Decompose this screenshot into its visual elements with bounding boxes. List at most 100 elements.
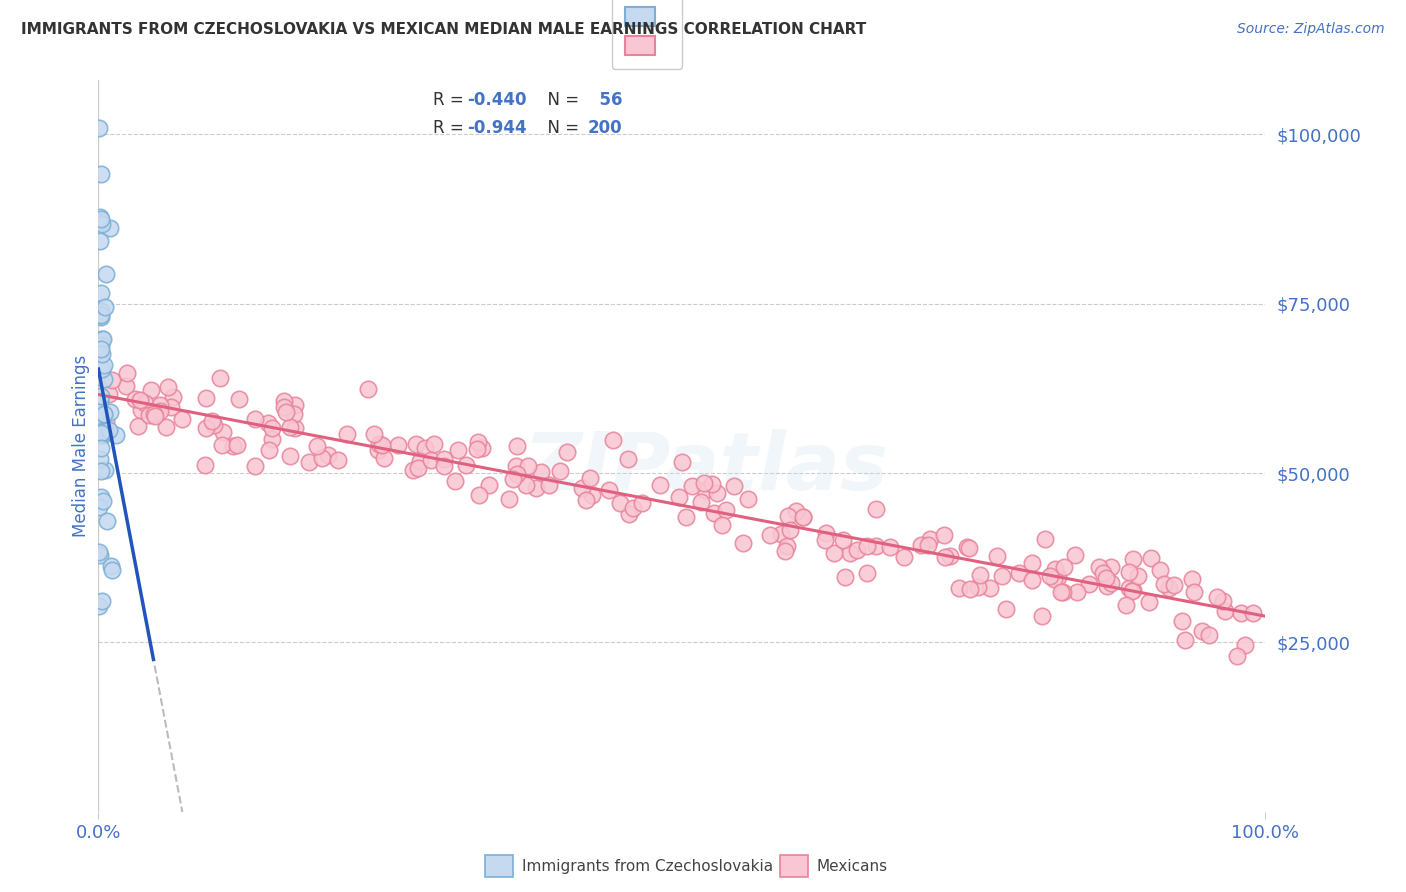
- Point: [1095, 571, 1118, 585]
- Point: [195, 421, 218, 435]
- Point: [571, 481, 593, 495]
- Point: [1118, 581, 1140, 595]
- Point: [90, 593, 112, 607]
- Point: [420, 453, 443, 467]
- Point: [1163, 578, 1185, 592]
- Point: [105, 428, 128, 442]
- Point: [90, 217, 112, 231]
- Point: [557, 445, 579, 459]
- Point: [115, 378, 138, 392]
- Point: [201, 414, 224, 428]
- Point: [98, 387, 121, 401]
- Point: [87, 545, 110, 559]
- Point: [1066, 584, 1088, 599]
- Point: [222, 439, 245, 453]
- Point: [202, 417, 225, 432]
- Point: [94, 463, 117, 477]
- Point: [498, 491, 520, 506]
- Point: [90, 167, 112, 181]
- Point: [89, 210, 111, 224]
- Point: [87, 348, 110, 362]
- Point: [90, 310, 112, 325]
- Point: [101, 563, 124, 577]
- Point: [1206, 590, 1229, 604]
- Point: [89, 452, 111, 467]
- Point: [87, 500, 110, 515]
- Point: [700, 476, 723, 491]
- Point: [89, 308, 111, 322]
- Point: [575, 493, 598, 508]
- Point: [124, 392, 146, 406]
- Point: [723, 479, 745, 493]
- Point: [1008, 566, 1031, 580]
- Point: [89, 395, 111, 409]
- Point: [1121, 583, 1143, 598]
- Point: [703, 506, 725, 520]
- Point: [141, 383, 163, 397]
- Point: [284, 421, 307, 435]
- Point: [89, 121, 111, 136]
- Point: [245, 412, 267, 426]
- Point: [792, 510, 814, 524]
- Point: [326, 453, 349, 467]
- Point: [1212, 594, 1234, 608]
- Text: ZIPatlas: ZIPatlas: [523, 429, 887, 507]
- Point: [956, 540, 979, 554]
- Point: [1099, 575, 1122, 590]
- Point: [90, 490, 112, 504]
- Point: [89, 426, 111, 441]
- Point: [134, 395, 156, 409]
- Point: [839, 546, 862, 560]
- Point: [273, 394, 295, 409]
- Point: [1088, 559, 1111, 574]
- Point: [1099, 560, 1122, 574]
- Point: [90, 342, 112, 356]
- Point: [94, 267, 117, 281]
- Point: [228, 392, 250, 407]
- Point: [814, 533, 837, 548]
- Point: [87, 599, 110, 613]
- Point: [939, 549, 962, 564]
- Point: [142, 407, 165, 421]
- Point: [1226, 648, 1249, 663]
- Point: [94, 425, 117, 439]
- Point: [194, 391, 217, 405]
- Point: [209, 370, 232, 384]
- Point: [1091, 566, 1114, 581]
- Point: [298, 455, 321, 469]
- Point: [776, 508, 799, 523]
- Point: [856, 566, 879, 580]
- Point: [650, 477, 672, 491]
- Point: [94, 414, 117, 428]
- Point: [706, 485, 728, 500]
- Point: [602, 434, 624, 448]
- Point: [454, 458, 477, 472]
- Point: [1157, 581, 1180, 595]
- Point: [89, 404, 111, 418]
- Point: [90, 347, 112, 361]
- Point: [311, 451, 333, 466]
- Point: [1191, 624, 1213, 638]
- Point: [630, 495, 652, 509]
- Point: [336, 426, 359, 441]
- Point: [506, 439, 529, 453]
- Point: [387, 438, 409, 452]
- Point: [357, 382, 380, 396]
- Point: [101, 373, 124, 387]
- Point: [90, 211, 112, 226]
- Point: [87, 415, 110, 429]
- Point: [1122, 551, 1144, 566]
- Point: [149, 403, 172, 417]
- Point: [769, 526, 792, 541]
- Point: [581, 487, 603, 501]
- Point: [278, 449, 301, 463]
- Point: [1126, 569, 1149, 583]
- Point: [422, 437, 444, 451]
- Point: [917, 538, 939, 552]
- Point: [1095, 578, 1118, 592]
- Point: [616, 452, 638, 467]
- Point: [617, 508, 640, 522]
- Point: [932, 528, 955, 542]
- Point: [893, 549, 915, 564]
- Point: [967, 580, 990, 594]
